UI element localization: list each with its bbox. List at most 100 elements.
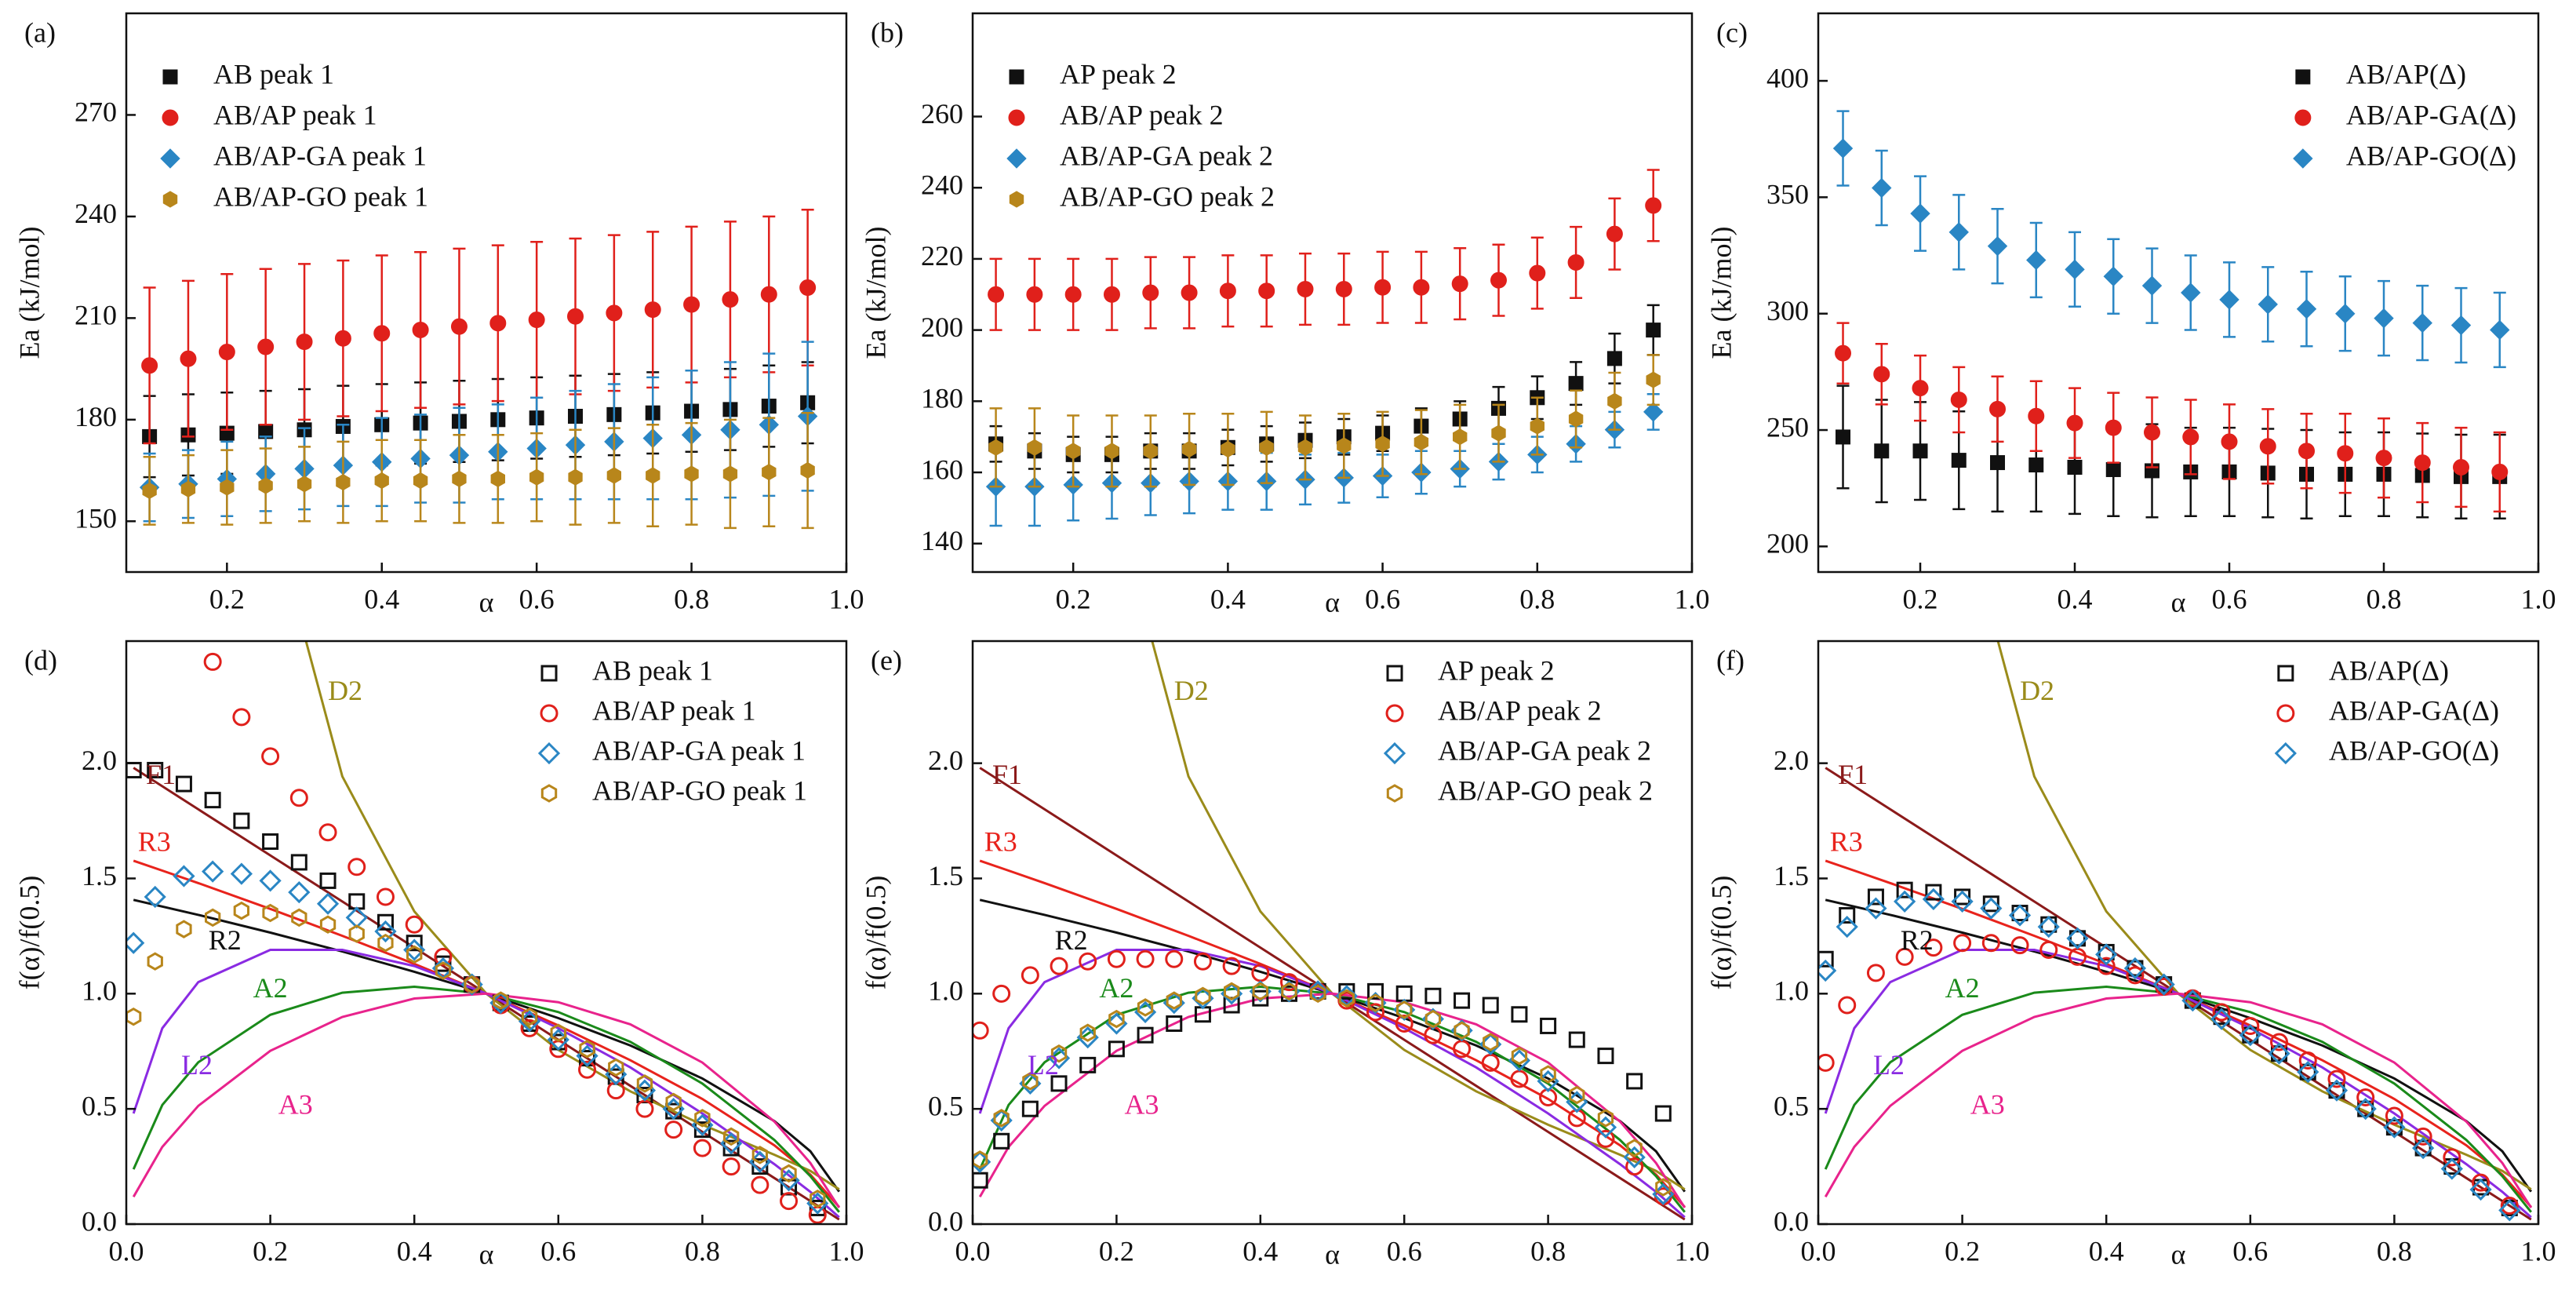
y-tick-label: 240 <box>921 169 963 200</box>
marker <box>1375 435 1390 453</box>
marker <box>760 286 777 303</box>
marker <box>1643 402 1664 422</box>
marker <box>1872 177 1892 199</box>
marker <box>2276 704 2295 723</box>
marker <box>1310 984 1326 1004</box>
marker <box>373 325 391 342</box>
axes-frame <box>1817 640 2540 1226</box>
panel-label: (e) <box>871 644 902 676</box>
marker <box>550 1023 566 1042</box>
marker <box>2414 1139 2432 1157</box>
marker <box>2123 957 2147 980</box>
marker <box>1050 1075 1068 1092</box>
marker <box>1193 952 1212 971</box>
marker <box>1607 392 1622 410</box>
marker <box>993 1132 1010 1150</box>
marker <box>1645 197 1662 214</box>
x-tick-label: 0.8 <box>1519 583 1555 614</box>
marker <box>606 304 623 322</box>
marker <box>1079 952 1097 971</box>
y-tick-label: 240 <box>75 198 117 229</box>
legend-label: AP peak 2 <box>1438 654 1555 686</box>
marker <box>2383 1116 2406 1139</box>
plot-area <box>1818 641 2533 1222</box>
x-tick-label: 0.2 <box>1056 583 1091 614</box>
marker <box>2298 443 2316 460</box>
marker <box>1987 235 2008 257</box>
panel-label: (f) <box>1716 644 1745 676</box>
marker <box>800 461 815 479</box>
y-tick-label: 1.5 <box>1774 860 1809 891</box>
marker <box>435 955 452 972</box>
marker <box>180 350 197 367</box>
model-label: R3 <box>138 826 171 858</box>
legend-label: AB/AP peak 2 <box>1438 694 1602 726</box>
marker <box>1924 938 1943 957</box>
marker <box>2299 1063 2316 1081</box>
marker <box>2374 308 2394 329</box>
x-tick-label: 0.8 <box>685 1235 720 1266</box>
marker <box>1107 949 1126 968</box>
legend: AB/AP(Δ) AB/AP-GA(Δ) AB/AP-GO(Δ) <box>2293 58 2516 171</box>
marker <box>1646 371 1661 388</box>
x-tick-label: 1.0 <box>1675 1235 1710 1266</box>
marker <box>297 476 312 493</box>
marker <box>257 338 275 355</box>
marker <box>147 952 163 971</box>
panel-label: (a) <box>24 16 56 48</box>
model-curve <box>1824 985 2532 1213</box>
model-label: R2 <box>1055 924 1088 956</box>
marker <box>809 1199 826 1216</box>
marker <box>1925 884 1942 901</box>
y-tick-label: 210 <box>75 300 117 331</box>
marker <box>723 1127 740 1146</box>
marker <box>1912 380 1929 397</box>
marker <box>2297 1061 2319 1084</box>
marker <box>180 480 196 497</box>
marker <box>230 862 253 885</box>
legend-label: AB peak 1 <box>213 58 334 89</box>
legend-label: AP peak 2 <box>1060 58 1177 89</box>
marker <box>1396 1000 1413 1019</box>
marker <box>289 789 308 807</box>
marker <box>1137 1026 1154 1044</box>
model-curve <box>978 949 1686 1219</box>
legend-label: AB/AP-GA peak 2 <box>1438 734 1651 766</box>
marker <box>2271 1045 2288 1062</box>
marker <box>810 1189 826 1208</box>
marker <box>1079 1056 1097 1073</box>
marker <box>1453 428 1468 446</box>
marker <box>1252 982 1268 1001</box>
marker <box>1395 1015 1414 1033</box>
marker <box>2414 454 2431 472</box>
panel-label: (b) <box>871 16 904 48</box>
marker <box>1626 1139 1643 1157</box>
marker <box>2105 461 2121 477</box>
marker <box>296 333 313 351</box>
marker <box>2335 303 2356 324</box>
model-label: D2 <box>1174 675 1209 706</box>
marker <box>435 961 452 980</box>
model-label: D2 <box>328 675 362 706</box>
marker <box>520 1019 539 1037</box>
marker <box>2440 1157 2463 1180</box>
legend-label: AB peak 1 <box>592 654 713 686</box>
x-tick-label: 0.6 <box>2232 1235 2268 1266</box>
marker <box>665 1092 682 1112</box>
marker <box>1981 934 2000 953</box>
marker <box>176 920 192 938</box>
x-axis-label: α <box>1325 586 1340 618</box>
marker <box>2327 1070 2346 1088</box>
x-tick-label: 0.6 <box>540 1235 576 1266</box>
y-axis-label: f(α)/f(0.5) <box>13 876 45 990</box>
marker <box>2037 916 2060 938</box>
marker <box>1166 1015 1183 1033</box>
axes-frame <box>971 12 1694 574</box>
marker <box>636 1074 653 1093</box>
panel-label: (d) <box>24 644 57 676</box>
marker <box>1103 286 1120 303</box>
marker <box>1530 417 1545 435</box>
marker <box>1219 282 1236 300</box>
x-tick-label: 0.0 <box>955 1235 991 1266</box>
marker <box>1625 1157 1644 1176</box>
